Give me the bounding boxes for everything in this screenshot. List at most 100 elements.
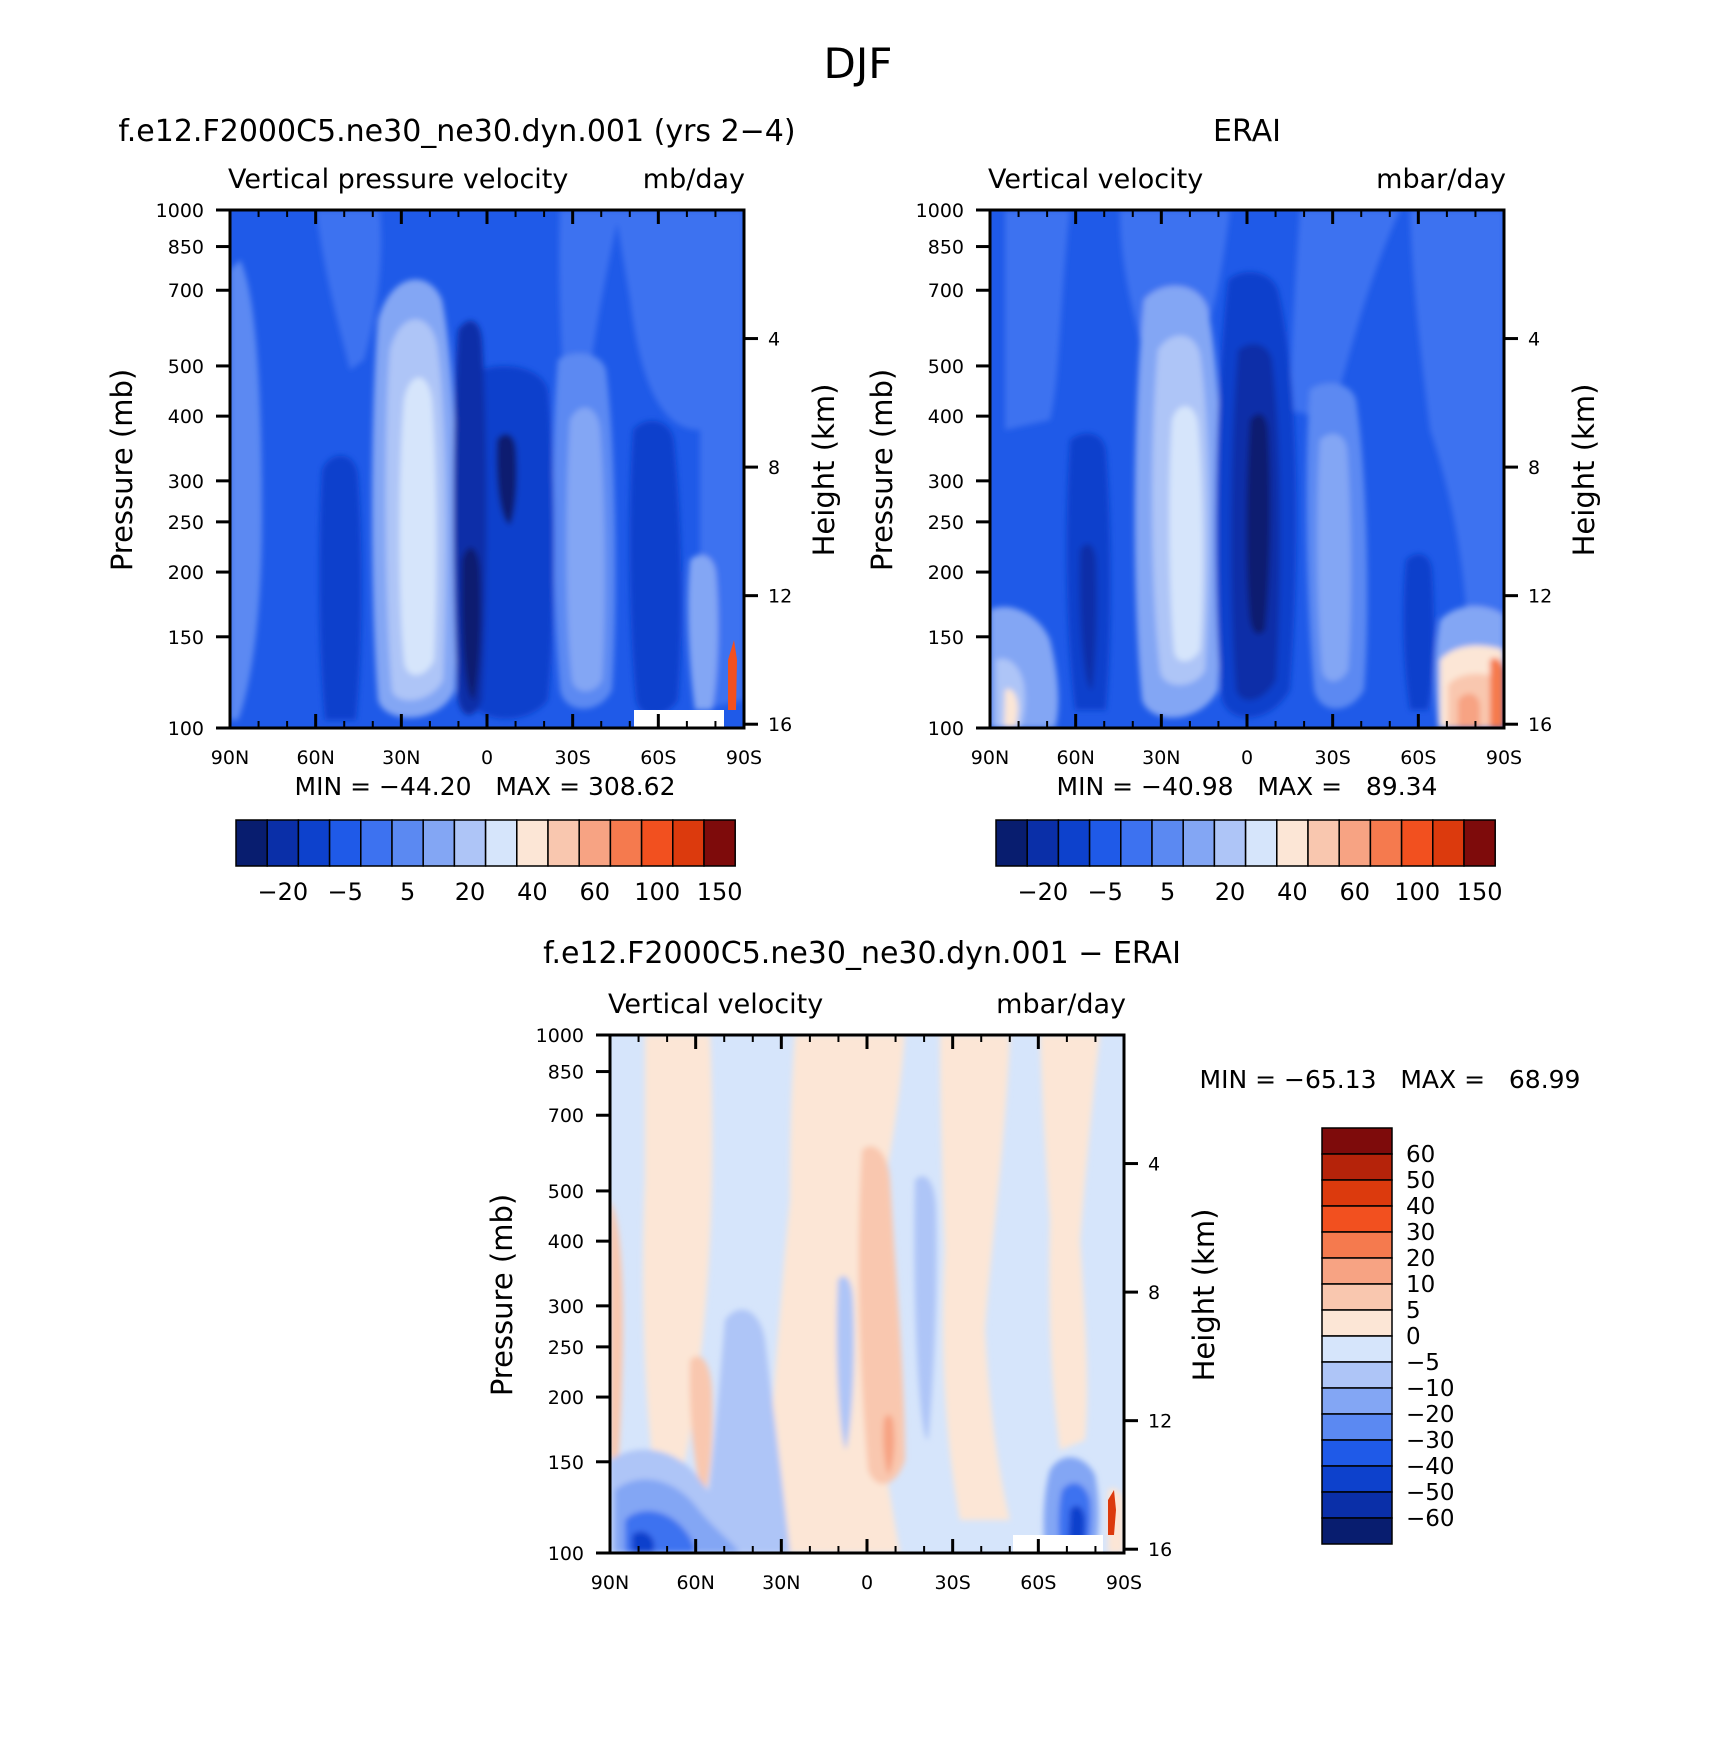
colorbar-swatch xyxy=(1321,1517,1393,1545)
figure-title: DJF xyxy=(824,39,893,88)
colorbar-label: −60 xyxy=(1406,1506,1455,1532)
colorbar-swatch xyxy=(1321,1205,1393,1233)
contour-band xyxy=(1403,554,1435,710)
colorbar-label: 5 xyxy=(400,878,415,906)
contour-band xyxy=(700,1309,790,1553)
colorbar-label: −10 xyxy=(1406,1376,1455,1402)
colorbar-swatch xyxy=(1307,819,1340,867)
field-label: Vertical velocity xyxy=(988,164,1203,195)
units-label: mb/day xyxy=(643,164,745,195)
y-tick-label: 700 xyxy=(548,1105,584,1127)
colorbar-label: 100 xyxy=(634,878,680,906)
y-tick-label: 850 xyxy=(548,1062,584,1084)
colorbar: −20 −5 5 20 40 60 100 150 xyxy=(235,819,743,906)
colorbar-swatch xyxy=(1276,819,1309,867)
contour-band xyxy=(1458,693,1480,728)
colorbar-swatch xyxy=(1321,1257,1393,1285)
panel-title: ERAI xyxy=(1213,114,1281,149)
colorbar-swatch xyxy=(1321,1283,1393,1311)
y2-tick-label: 8 xyxy=(1148,1282,1160,1304)
colorbar-swatch xyxy=(1321,1231,1393,1259)
y-tick-label: 500 xyxy=(928,356,964,378)
y-tick-label: 100 xyxy=(548,1543,584,1565)
panel-difference: f.e12.F2000C5.ne30_ne30.dyn.001 − ERAI V… xyxy=(485,936,1580,1594)
x-tick-label: 90N xyxy=(211,747,249,769)
colorbar-label: 20 xyxy=(455,878,486,906)
y-tick-label: 150 xyxy=(548,1452,584,1474)
colorbar-swatch xyxy=(1400,819,1434,867)
min-max-text: MIN = −40.98 MAX = 89.34 xyxy=(1057,772,1438,801)
contour-band xyxy=(399,377,437,675)
colorbar-swatch xyxy=(1151,819,1184,867)
colorbar-swatch xyxy=(578,819,612,867)
contour-band xyxy=(1004,689,1018,728)
x-tick-label: 90S xyxy=(1486,747,1522,769)
colorbar-swatch xyxy=(640,819,674,867)
colorbar-label: 5 xyxy=(1160,878,1175,906)
x-tick-label: 90S xyxy=(1106,1572,1142,1594)
y-tick-label: 700 xyxy=(168,280,204,302)
contour-band xyxy=(1169,406,1203,662)
y-tick-label: 1000 xyxy=(536,1025,584,1047)
x-tick-label: 30N xyxy=(382,747,420,769)
colorbar-label: −30 xyxy=(1406,1428,1455,1454)
y2-tick-label: 12 xyxy=(1148,1411,1172,1433)
x-tick-label: 60S xyxy=(1020,1572,1056,1594)
contour-band xyxy=(230,260,262,720)
colorbar-label: 150 xyxy=(1457,878,1503,906)
contour-band xyxy=(940,1035,1010,1520)
y-tick-label: 400 xyxy=(168,406,204,428)
colorbar-label: 20 xyxy=(1406,1246,1435,1272)
axis-ticks xyxy=(216,208,758,730)
colorbar-swatch xyxy=(1321,1335,1393,1363)
contour-band xyxy=(836,1276,855,1450)
colorbar-swatch xyxy=(1321,1127,1393,1155)
y-tick-label: 850 xyxy=(928,237,964,259)
y-tick-label: 1000 xyxy=(916,200,964,222)
colorbar-swatch xyxy=(995,819,1028,867)
colorbar-swatch xyxy=(1321,1491,1393,1519)
colorbar-swatch xyxy=(1321,1179,1393,1207)
colorbar-swatch xyxy=(1321,1361,1393,1389)
colorbar-label: 40 xyxy=(517,878,548,906)
y2-tick-label: 8 xyxy=(768,457,780,479)
colorbar-label: 40 xyxy=(1277,878,1308,906)
y-tick-label: 300 xyxy=(928,471,964,493)
y-tick-label: 150 xyxy=(168,627,204,649)
contour-band xyxy=(1410,210,1504,720)
colorbar-swatch xyxy=(453,819,487,867)
colorbar-swatch xyxy=(1321,1309,1393,1337)
colorbar-swatch xyxy=(516,819,549,867)
colorbar: −20 −5 5 20 40 60 100 150 xyxy=(995,819,1503,906)
colorbar-swatch xyxy=(235,819,268,867)
x-tick-label: 60N xyxy=(676,1572,714,1594)
colorbar-swatch xyxy=(422,819,456,867)
y-tick-label: 300 xyxy=(168,471,204,493)
contour-band xyxy=(629,420,682,715)
colorbar-swatch xyxy=(1088,819,1122,867)
colorbar-swatch xyxy=(609,819,643,867)
panel-erai: ERAI Vertical velocity mbar/day xyxy=(865,114,1601,906)
contour-band xyxy=(1079,544,1097,690)
y2-tick-label: 8 xyxy=(1528,457,1540,479)
colorbar-swatch xyxy=(672,819,705,867)
y-tick-label: 100 xyxy=(168,718,204,740)
panel-title: f.e12.F2000C5.ne30_ne30.dyn.001 − ERAI xyxy=(543,936,1181,971)
colorbar-label: 50 xyxy=(1406,1168,1435,1194)
panel-title: f.e12.F2000C5.ne30_ne30.dyn.001 (yrs 2−4… xyxy=(118,114,795,149)
x-tick-label: 30N xyxy=(1142,747,1180,769)
y-tick-label: 500 xyxy=(548,1181,584,1203)
min-max-text: MIN = −65.13 MAX = 68.99 xyxy=(1200,1065,1581,1094)
axis-ticks xyxy=(596,1033,1138,1555)
colorbar-swatch xyxy=(1182,819,1216,867)
contour-field xyxy=(230,210,744,728)
y-tick-label: 850 xyxy=(168,237,204,259)
colorbar-swatch xyxy=(266,819,300,867)
y2-tick-label: 4 xyxy=(1528,329,1540,351)
contour-band xyxy=(463,366,554,719)
x-tick-label: 90N xyxy=(971,747,1009,769)
contour-band xyxy=(461,547,481,700)
colorbar-label: 60 xyxy=(1406,1142,1435,1168)
contour-band xyxy=(1246,414,1271,634)
